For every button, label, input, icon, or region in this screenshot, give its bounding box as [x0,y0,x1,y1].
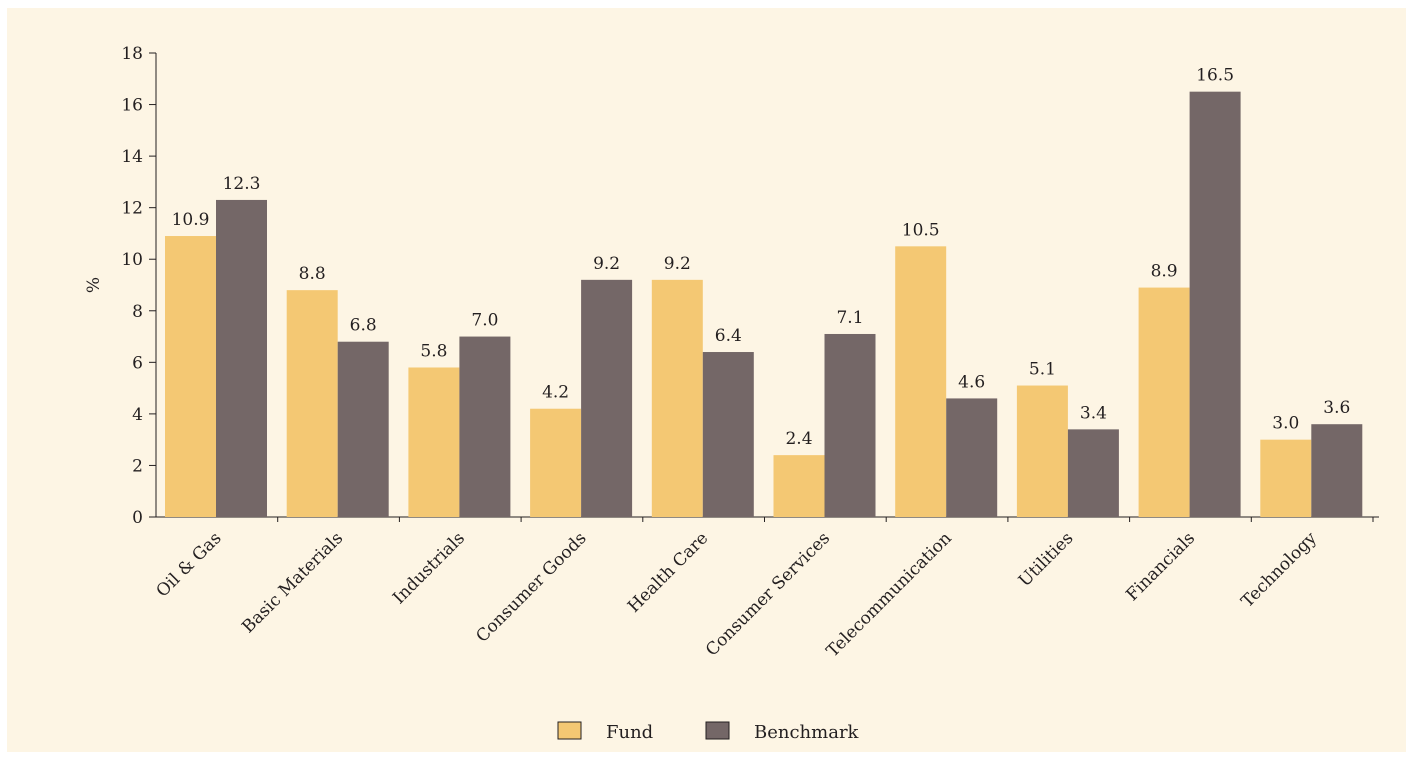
bar-fund-technology [1260,439,1312,517]
bar-fund-health-care [651,279,703,517]
bar-fund-basic-materials [286,290,338,517]
data-label-benchmark-consumer-services: 7.1 [836,308,863,328]
data-label-benchmark-telecommunication: 4.6 [958,372,985,392]
data-label-benchmark-health-care: 6.4 [715,326,742,346]
category-label-oil-and-gas: Oil & Gas [153,528,226,601]
category-label-consumer-goods: Consumer Goods [472,528,590,646]
legend-label-fund: Fund [606,722,653,743]
bar-fund-telecommunication [895,246,947,518]
data-label-fund-industrials: 5.8 [420,341,447,361]
bars [165,91,1363,518]
data-label-benchmark-financials: 16.5 [1196,66,1234,86]
y-tick-label: 0 [132,508,143,528]
category-label-utilities: Utilities [1015,528,1078,591]
category-label-telecommunication: Telecommunication [823,528,956,661]
bar-fund-consumer-services [773,455,825,517]
bar-benchmark-health-care [702,352,754,517]
y-axis-label: % [84,277,104,293]
y-tick-label: 6 [132,353,143,373]
legend-label-benchmark: Benchmark [754,722,860,743]
data-label-benchmark-industrials: 7.0 [471,311,498,331]
y-tick-label: 14 [121,147,143,167]
bar-benchmark-oil-and-gas [216,199,267,517]
bar-benchmark-telecommunication [946,398,998,517]
legend: Fund Benchmark [557,721,860,743]
data-label-fund-basic-materials: 8.8 [299,264,326,284]
y-tick-label: 18 [121,44,143,64]
bar-chart: % 0 2 4 6 8 10 12 14 16 18 10.9 12.3 8.8 6.8 5.8 7.0 4.… [84,44,1379,743]
legend-swatch-benchmark [705,721,730,740]
category-label-industrials: Industrials [389,528,469,608]
bar-fund-industrials [408,367,460,517]
data-label-fund-consumer-services: 2.4 [785,429,812,449]
bar-benchmark-consumer-services [824,333,876,517]
y-axis-ticks: 0 2 4 6 8 10 12 14 16 18 [121,44,156,528]
bar-fund-consumer-goods [530,408,582,517]
data-label-fund-oil-and-gas: 10.9 [172,210,210,230]
data-label-benchmark-oil-and-gas: 12.3 [223,174,261,194]
category-label-financials: Financials [1122,528,1199,605]
data-label-fund-consumer-goods: 4.2 [542,383,569,403]
y-tick-label: 4 [132,405,143,425]
data-label-fund-utilities: 5.1 [1029,360,1056,380]
data-label-benchmark-consumer-goods: 9.2 [593,254,620,274]
y-tick-label: 8 [132,302,143,322]
legend-swatch-fund [557,721,582,740]
category-label-health-care: Health Care [624,528,712,616]
bar-fund-oil-and-gas [165,236,216,517]
bar-benchmark-technology [1311,424,1363,517]
y-tick-label: 12 [121,199,143,219]
category-label-consumer-services: Consumer Services [702,528,834,660]
bar-benchmark-utilities [1067,429,1119,517]
y-tick-label: 2 [132,456,143,476]
data-label-fund-technology: 3.0 [1272,414,1299,434]
data-label-benchmark-technology: 3.6 [1323,398,1350,418]
data-label-fund-financials: 8.9 [1151,262,1178,282]
category-labels: Oil & Gas Basic Materials Industrials Consu… [153,517,1374,661]
data-label-benchmark-utilities: 3.4 [1080,403,1107,423]
data-label-fund-health-care: 9.2 [664,254,691,274]
data-label-fund-telecommunication: 10.5 [902,220,940,240]
bar-benchmark-consumer-goods [581,279,633,517]
category-label-basic-materials: Basic Materials [238,528,347,637]
category-label-technology: Technology [1237,528,1321,612]
bar-benchmark-industrials [459,336,511,517]
y-tick-label: 10 [121,250,143,270]
data-label-benchmark-basic-materials: 6.8 [350,316,377,336]
data-labels: 10.9 12.3 8.8 6.8 5.8 7.0 4.2 9.2 9.2 6.4 2.4 7.1 10… [172,66,1351,449]
chart-panel: % 0 2 4 6 8 10 12 14 16 18 10.9 12.3 8.8 6.8 5.8 7.0 4.… [7,8,1406,752]
bar-benchmark-financials [1189,91,1241,518]
y-tick-label: 16 [121,96,143,116]
bar-fund-utilities [1016,385,1068,517]
bar-benchmark-basic-materials [337,341,389,517]
bar-fund-financials [1138,287,1190,517]
